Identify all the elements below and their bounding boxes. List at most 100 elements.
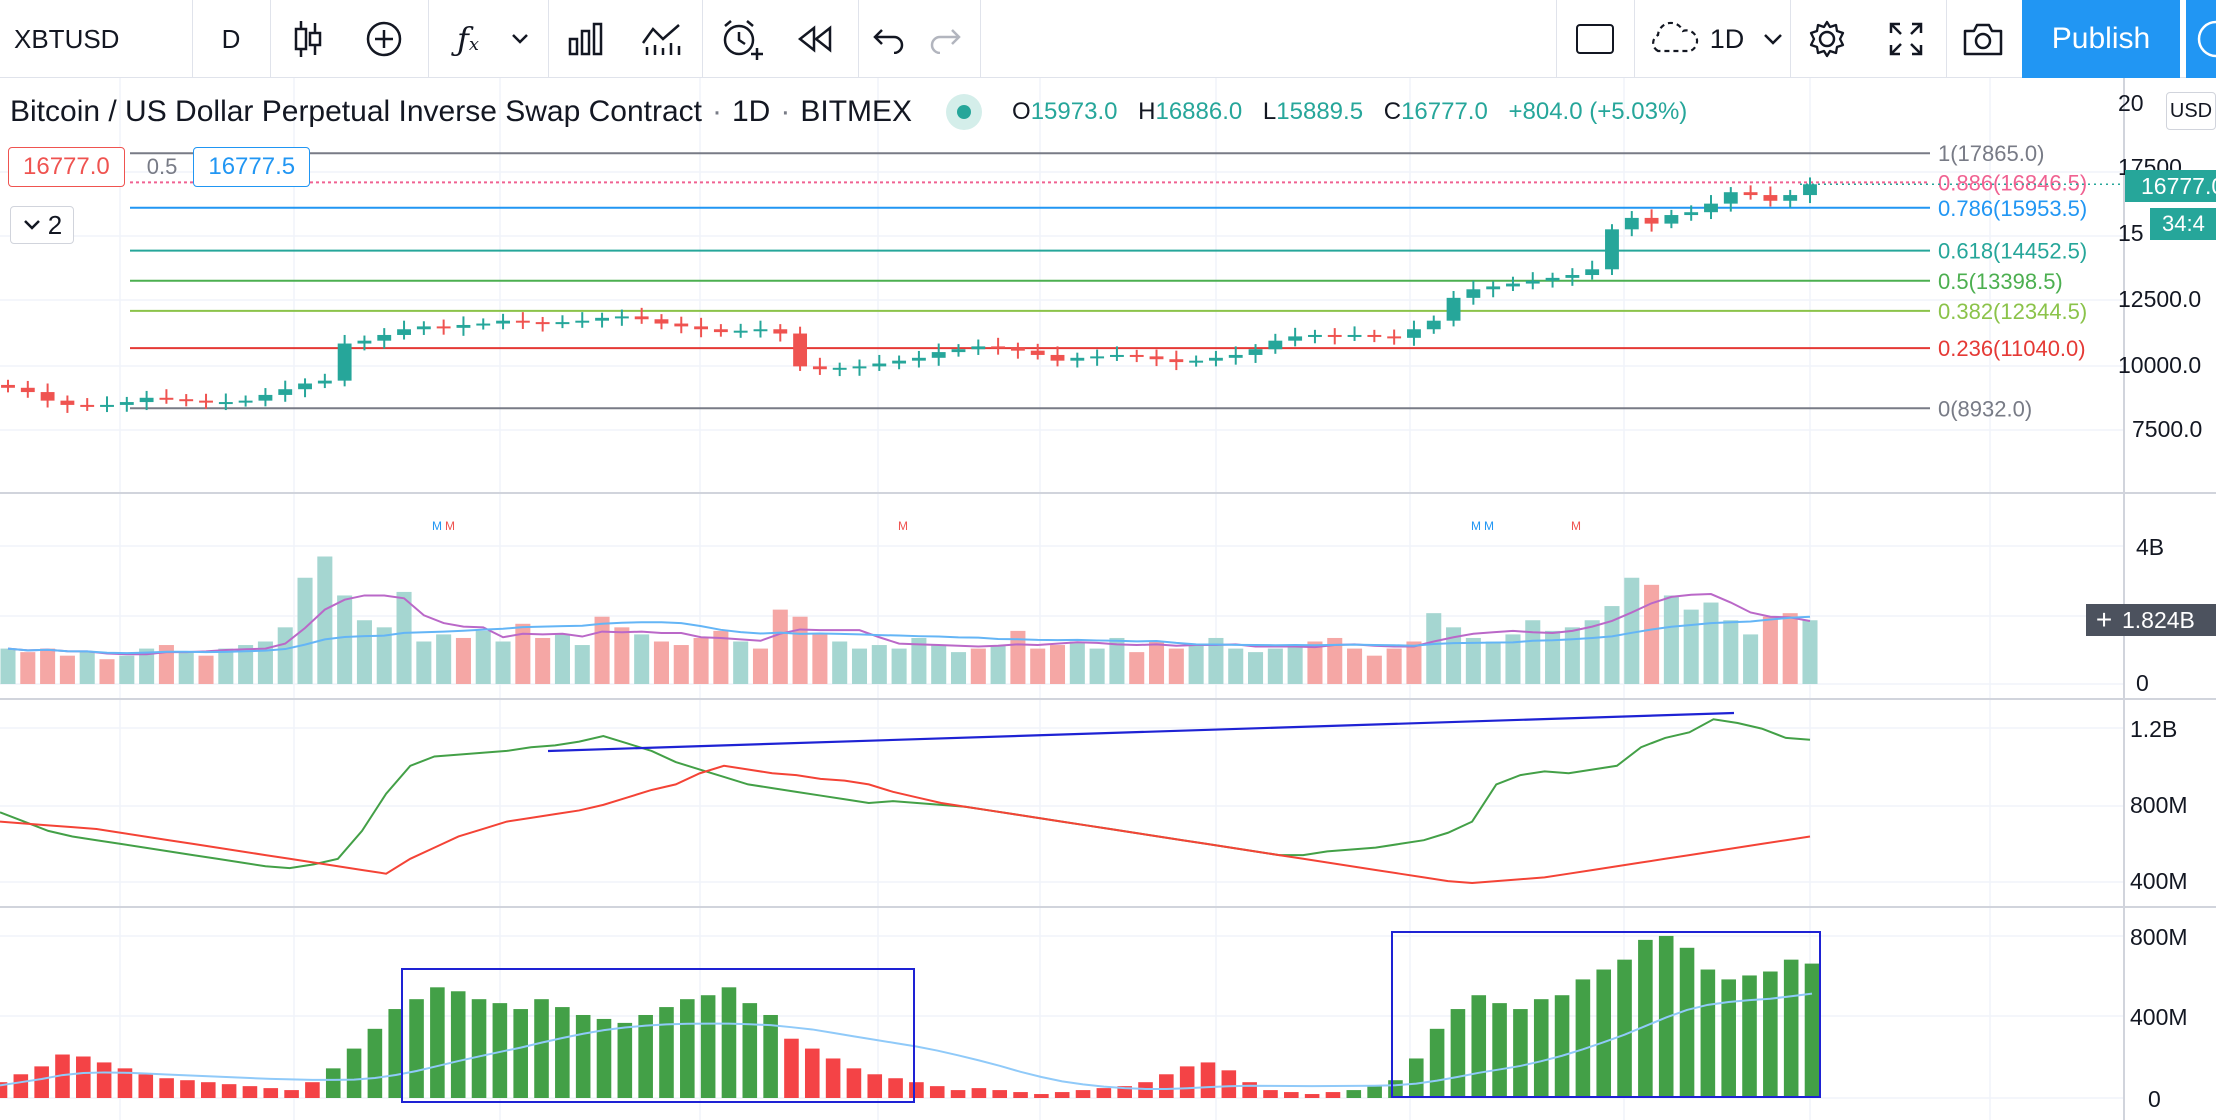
histogram-bar (1804, 963, 1820, 1098)
histogram-bar (1700, 969, 1716, 1098)
fibonacci-retracement[interactable]: 1(17865.0) 0.886(16846.5)0.786(15953.5) 0.… (130, 141, 2124, 421)
volume-bar (1089, 648, 1105, 684)
plus-icon[interactable]: + (2095, 604, 2113, 635)
volume-bar (1030, 648, 1046, 684)
candle-body (218, 402, 233, 405)
change-value: +804.0 (+5.03%) (1508, 98, 1688, 125)
publish-button[interactable]: Publish (2022, 0, 2180, 78)
candle-body (1506, 283, 1520, 287)
candle-body (614, 316, 629, 319)
histogram-bar (1179, 1066, 1195, 1098)
buy-price-button[interactable]: 16777.5 (193, 147, 311, 187)
redo-button[interactable] (920, 0, 970, 78)
histogram-bar (1159, 1074, 1174, 1098)
candle-body (1070, 357, 1085, 361)
volume-bar (1723, 620, 1739, 684)
plus-circle-icon (366, 21, 402, 57)
histogram-bar (1513, 1009, 1528, 1098)
candle-body (1010, 347, 1025, 351)
replay-button[interactable] (786, 0, 846, 78)
histogram-bar (159, 1078, 174, 1098)
legend-timeframe: 1D (731, 95, 771, 128)
histogram-bar (96, 1062, 112, 1098)
volume-bar (871, 645, 887, 684)
volume-bar (970, 648, 986, 684)
templates-button[interactable] (632, 0, 692, 78)
publish-menu-button[interactable] (2186, 0, 2216, 78)
fib-level-label: 0.5(13398.5) (1938, 269, 2063, 294)
chart-settings-button[interactable] (1796, 0, 1858, 78)
legend-separator: · (711, 95, 722, 128)
indicators-collapse-button[interactable]: 2 (10, 206, 74, 244)
fullscreen-button[interactable] (1876, 0, 1936, 78)
candle-body (496, 320, 510, 324)
volume-bar (1129, 652, 1145, 684)
candle-body (713, 329, 728, 333)
toolbar-divider (1946, 0, 1947, 78)
candle-body (1149, 356, 1164, 360)
volume-bar (1465, 637, 1481, 684)
volume-marker: M (445, 519, 455, 533)
sell-price-button[interactable]: 16777.0 (8, 147, 125, 187)
candle-body (1228, 354, 1243, 358)
candle-body (1, 384, 15, 388)
histogram-bar (867, 1074, 883, 1098)
histogram-tick: 800M (2130, 924, 2188, 950)
volume-bar (1208, 637, 1224, 684)
histogram-bar (1388, 1080, 1403, 1098)
indicators-button[interactable]: ƒx (440, 0, 496, 78)
histogram-bar (700, 995, 716, 1098)
undo-icon (873, 29, 904, 54)
volume-bar (416, 641, 432, 684)
user-drawings[interactable] (401, 711, 1821, 1103)
histogram-bar (1200, 1062, 1216, 1098)
candle-body (892, 360, 907, 364)
symbol-search-button[interactable]: XBTUSD (14, 0, 124, 78)
candles-style-button[interactable] (280, 0, 336, 78)
indicators-dropdown-button[interactable] (502, 0, 538, 78)
save-layout-button[interactable]: 1D (1642, 0, 1788, 78)
volume-bar (20, 652, 36, 684)
volume-bar (1149, 641, 1165, 684)
volume-bar (931, 645, 947, 684)
candle-body (1446, 297, 1461, 321)
volume-bar (1366, 655, 1382, 684)
toolbar-divider (192, 0, 193, 78)
fib-level-label: 0(8932.0) (1938, 396, 2032, 421)
volume-bar (1762, 616, 1778, 684)
financials-button[interactable] (556, 0, 616, 78)
undo-button[interactable] (864, 0, 914, 78)
volume-bar (257, 641, 273, 684)
histogram-bar (950, 1090, 966, 1098)
alert-button[interactable] (710, 0, 774, 78)
histogram-bar (638, 1014, 653, 1098)
histogram-bar (34, 1066, 49, 1098)
candle-body (456, 324, 471, 328)
volume-bar (950, 652, 967, 684)
volume-bar (713, 630, 729, 684)
histogram-bar (534, 999, 549, 1098)
fullscreen-icon (1889, 22, 1923, 56)
volume-bar (1267, 648, 1283, 684)
currency-button[interactable]: USD (2166, 92, 2216, 130)
volume-bar (990, 645, 1006, 684)
histogram-bar (1471, 995, 1487, 1098)
market-status-icon[interactable] (946, 94, 983, 130)
histogram-bar (596, 1018, 612, 1098)
snapshot-button[interactable] (1952, 0, 2014, 78)
volume-bar (1624, 577, 1640, 684)
candle-body (60, 400, 75, 405)
volume-bar (337, 595, 353, 684)
redo-icon (930, 29, 961, 54)
volume-bar (653, 641, 669, 684)
volume-bar (376, 627, 392, 684)
compare-add-symbol-button[interactable] (352, 0, 416, 78)
interval-button[interactable]: D (200, 0, 262, 78)
volume-bar (594, 616, 610, 684)
layout-button[interactable] (1566, 0, 1624, 78)
histogram-bar (1679, 947, 1695, 1098)
candle-body (119, 402, 134, 405)
histogram-bar (138, 1074, 154, 1098)
price-tick: 20 (2118, 90, 2144, 116)
